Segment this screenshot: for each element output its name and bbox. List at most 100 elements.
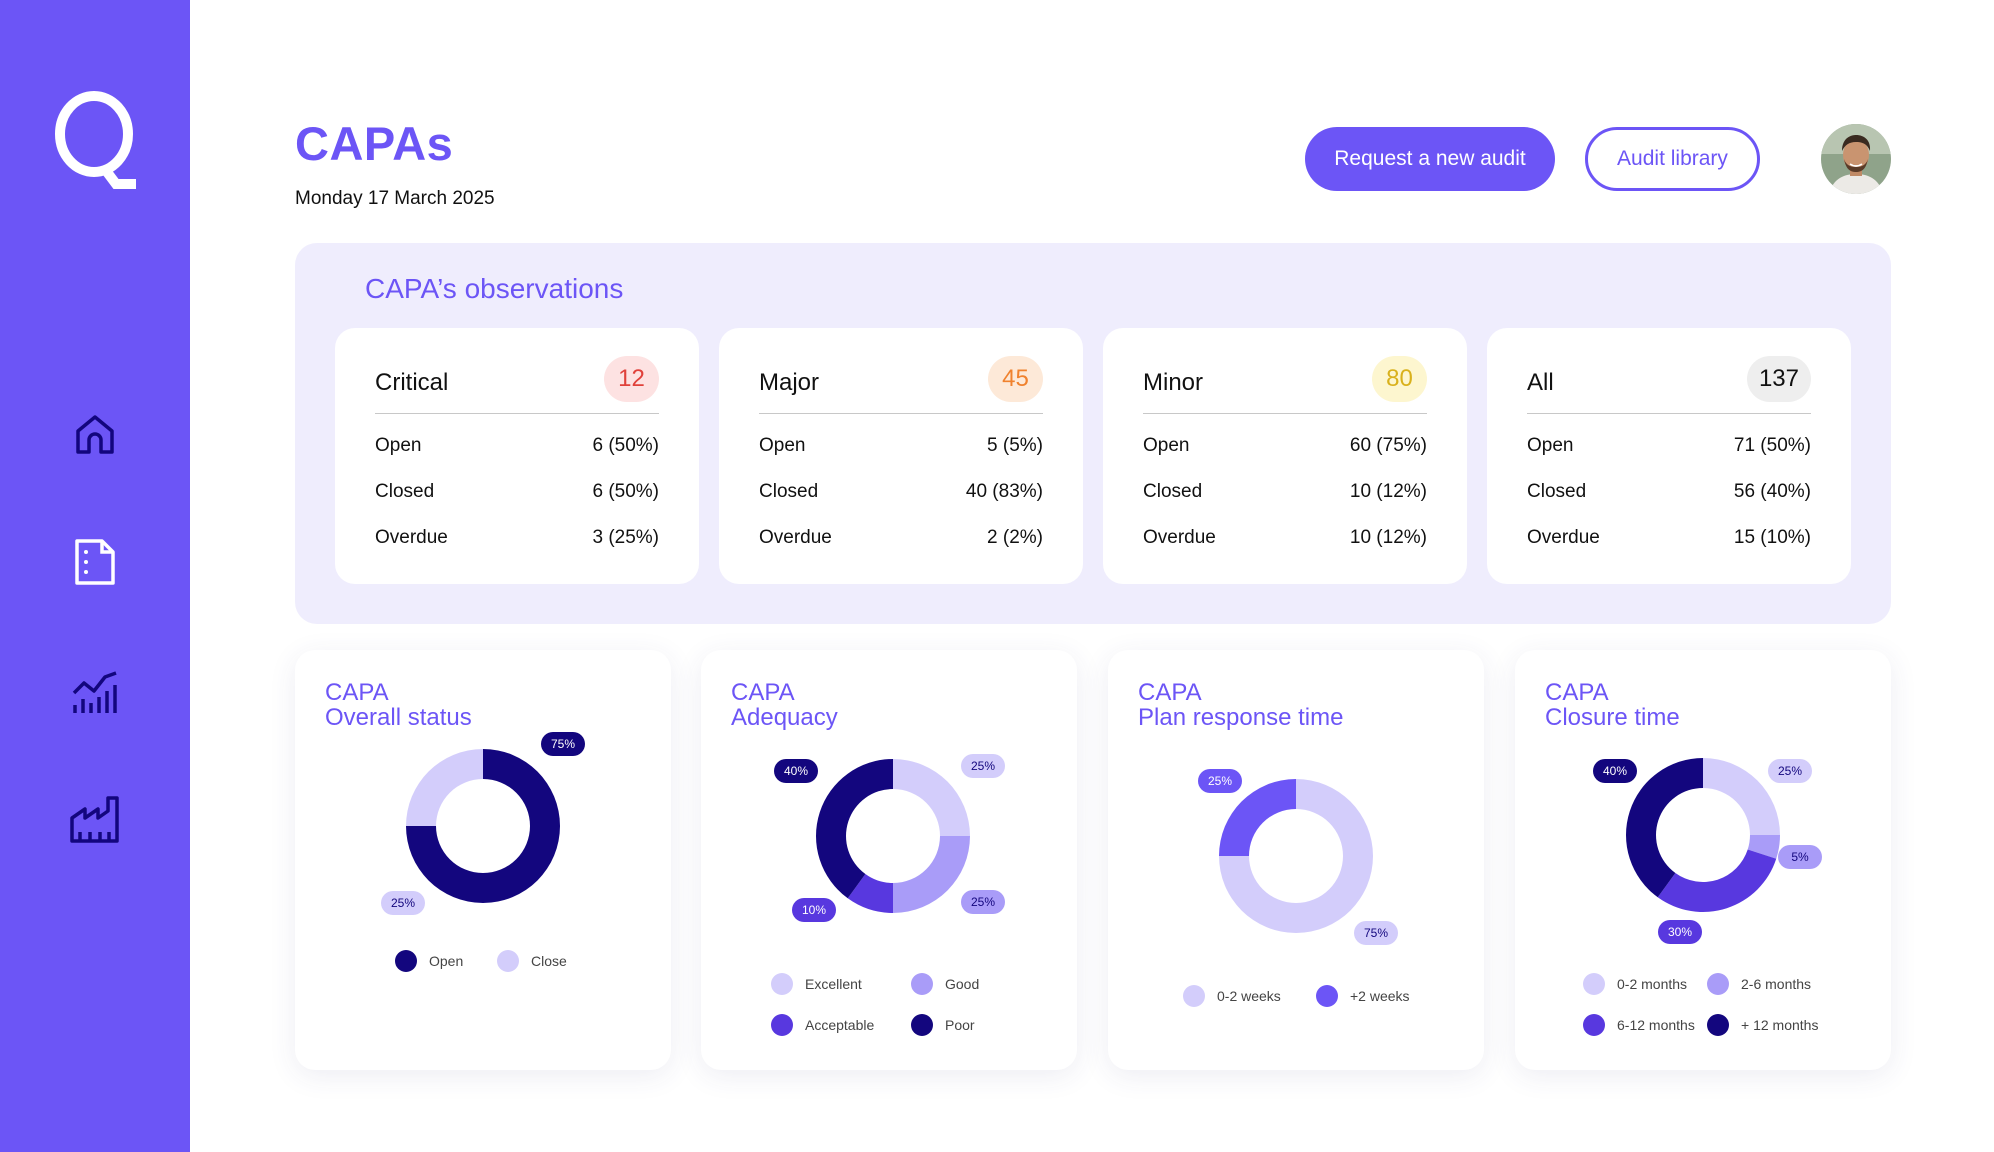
- observations-panel: CAPA’s observations Critical 12 Open 6 (…: [295, 243, 1891, 624]
- donut-segment-6-12-months[interactable]: [1657, 849, 1777, 912]
- value-label-background: [1778, 845, 1822, 869]
- row-value: 2 (2%): [987, 527, 1043, 548]
- row-label: Closed: [375, 481, 435, 502]
- observation-count-badge: 45: [988, 356, 1043, 402]
- page-date: Monday 17 March 2025: [295, 188, 495, 209]
- donut-segment-acceptable[interactable]: [847, 874, 893, 913]
- observation-row-closed: Closed 40 (83%): [759, 481, 1043, 505]
- observation-row-overdue: Overdue 3 (25%): [375, 527, 659, 551]
- observation-count-badge: 137: [1746, 356, 1811, 402]
- value-label-pill: 75%: [541, 732, 585, 756]
- observation-card-critical[interactable]: Critical 12 Open 6 (50%) Closed 6 (50%) …: [335, 328, 699, 584]
- observations-title: CAPA’s observations: [365, 273, 624, 304]
- observation-card-name: Minor: [1143, 369, 1204, 396]
- nav-home[interactable]: [68, 407, 122, 461]
- value-label-background: [774, 759, 818, 783]
- value-label-pill: 25%: [1198, 769, 1242, 793]
- value-label-pill: 5%: [1778, 845, 1822, 869]
- observation-count-badge: 12: [604, 356, 659, 402]
- donut-segment-excellent[interactable]: [893, 759, 970, 836]
- legend-swatch: [911, 1014, 933, 1036]
- donut-segment-0-2-weeks[interactable]: [1219, 779, 1373, 933]
- legend-item[interactable]: Close: [497, 950, 567, 972]
- legend-item[interactable]: 6-12 months: [1583, 1014, 1695, 1036]
- home-icon: [76, 415, 114, 454]
- donut-segment-2-6-months[interactable]: [1747, 835, 1780, 859]
- audit-library-button[interactable]: Audit library: [1585, 127, 1760, 191]
- chart-subtitle: Closure time: [1545, 704, 1680, 731]
- legend-swatch: [395, 950, 417, 972]
- nav-factory[interactable]: [68, 792, 122, 846]
- value-label-pill: 30%: [1658, 920, 1702, 944]
- donut-segment-good[interactable]: [893, 836, 970, 913]
- legend-item[interactable]: Excellent: [771, 973, 862, 995]
- observation-row-overdue: Overdue 15 (10%): [1527, 527, 1811, 551]
- donut-segment-open[interactable]: [406, 749, 560, 903]
- legend-label: + 12 months: [1741, 1017, 1819, 1033]
- donut-segment-0-2-months[interactable]: [1703, 758, 1780, 835]
- observation-card-name: Major: [759, 369, 820, 396]
- nav-documents[interactable]: [68, 535, 122, 589]
- row-label: Overdue: [1527, 527, 1600, 548]
- donut-segment-poor[interactable]: [816, 759, 893, 899]
- donut-chart: 75% 25%: [1198, 769, 1398, 945]
- chart-subtitle: Overall status: [325, 704, 472, 731]
- observation-row-open: Open 6 (50%): [375, 435, 659, 459]
- value-label: 5%: [1791, 850, 1809, 864]
- legend-item[interactable]: Poor: [911, 1014, 975, 1036]
- value-label-pill: 40%: [1593, 759, 1637, 783]
- legend-item[interactable]: Good: [911, 973, 979, 995]
- legend-swatch: [1583, 973, 1605, 995]
- row-label: Open: [1143, 435, 1190, 456]
- legend-label: 0-2 months: [1617, 976, 1688, 992]
- avatar[interactable]: [1821, 124, 1891, 194]
- legend-item[interactable]: +2 weeks: [1316, 985, 1410, 1007]
- observation-card-header: Major 45: [759, 356, 1043, 414]
- chart-card-adequacy: CAPA Adequacy 25% 25% 10% 40% Excellent Goo…: [701, 650, 1077, 1070]
- row-label: Overdue: [1143, 527, 1216, 548]
- value-label-pill: 25%: [961, 754, 1005, 778]
- row-value: 60 (75%): [1349, 435, 1427, 456]
- request-audit-button[interactable]: Request a new audit: [1305, 127, 1555, 191]
- legend-item[interactable]: 2-6 months: [1707, 973, 1811, 995]
- donut-segment-close[interactable]: [406, 749, 483, 826]
- donut-segment-12-months[interactable]: [1626, 758, 1703, 898]
- legend-item[interactable]: Acceptable: [771, 1014, 874, 1036]
- observation-card-all[interactable]: All 137 Open 71 (50%) Closed 56 (40%) Ov…: [1487, 328, 1851, 584]
- observation-card-major[interactable]: Major 45 Open 5 (5%) Closed 40 (83%) Ove…: [719, 328, 1083, 584]
- row-value: 5 (5%): [987, 435, 1043, 456]
- row-label: Open: [375, 435, 422, 456]
- legend-label: Close: [531, 953, 567, 969]
- legend-item[interactable]: 0-2 weeks: [1183, 985, 1281, 1007]
- observation-card-minor[interactable]: Minor 80 Open 60 (75%) Closed 10 (12%) O…: [1103, 328, 1467, 584]
- legend-swatch: [1583, 1014, 1605, 1036]
- value-label: 25%: [1208, 774, 1232, 788]
- value-label-background: [1354, 921, 1398, 945]
- row-label: Open: [1527, 435, 1574, 456]
- observation-row-overdue: Overdue 2 (2%): [759, 527, 1043, 551]
- donut-chart: 75% 25%: [381, 732, 585, 915]
- value-label-background: [1658, 920, 1702, 944]
- observation-card-header: Minor 80: [1143, 356, 1427, 414]
- value-label-pill: 25%: [381, 891, 425, 915]
- legend-item[interactable]: 0-2 months: [1583, 973, 1687, 995]
- chart-card-closure-time: CAPA Closure time 25% 5% 30% 40% 0-2 months…: [1515, 650, 1891, 1070]
- legend-label: 2-6 months: [1741, 976, 1812, 992]
- legend-label: 0-2 weeks: [1217, 988, 1281, 1004]
- row-value: 6 (50%): [592, 435, 659, 456]
- legend-item[interactable]: + 12 months: [1707, 1014, 1818, 1036]
- row-label: Closed: [759, 481, 819, 502]
- row-label: Closed: [1143, 481, 1203, 502]
- chart-card-plan-response-time: CAPA Plan response time 75% 25% 0-2 weeks…: [1108, 650, 1484, 1070]
- observation-card-name: All: [1527, 369, 1554, 396]
- legend-label: Excellent: [805, 976, 862, 992]
- legend-item[interactable]: Open: [395, 950, 463, 972]
- value-label: 30%: [1668, 925, 1692, 939]
- chart-card-overall-status: CAPA Overall status 75% 25% Open Close: [295, 650, 671, 1070]
- nav-analytics[interactable]: [68, 666, 122, 720]
- observation-count-badge: 80: [1372, 356, 1427, 402]
- observation-row-open: Open 60 (75%): [1143, 435, 1427, 459]
- observation-row-closed: Closed 6 (50%): [375, 481, 659, 505]
- factory-icon: [70, 796, 119, 843]
- donut-segment-2-weeks[interactable]: [1219, 779, 1296, 856]
